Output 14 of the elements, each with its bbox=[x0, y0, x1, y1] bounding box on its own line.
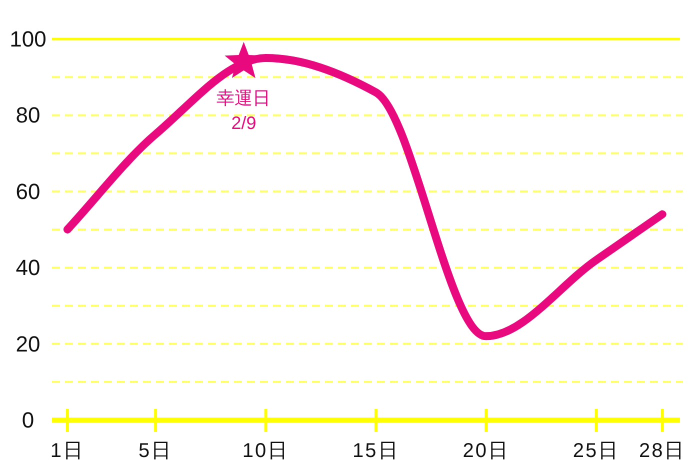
ytick-label: 20 bbox=[16, 331, 40, 356]
ytick-label: 40 bbox=[16, 255, 40, 280]
ytick-label: 100 bbox=[10, 26, 46, 52]
xtick-label: 25日 bbox=[572, 440, 620, 462]
xtick-label: 20日 bbox=[462, 440, 510, 462]
ytick-label: 60 bbox=[16, 178, 40, 204]
xtick-label: 5日 bbox=[138, 440, 173, 462]
xtick-label: 15日 bbox=[352, 440, 400, 462]
ytick-label: 0 bbox=[22, 408, 34, 432]
ytick-label: 80 bbox=[16, 102, 40, 128]
annotation: 幸運日 2/9 bbox=[216, 88, 271, 133]
xtick-label: 10日 bbox=[242, 440, 290, 462]
xtick-label: 28日 bbox=[639, 440, 686, 462]
xtick-label: 1日 bbox=[50, 440, 84, 462]
